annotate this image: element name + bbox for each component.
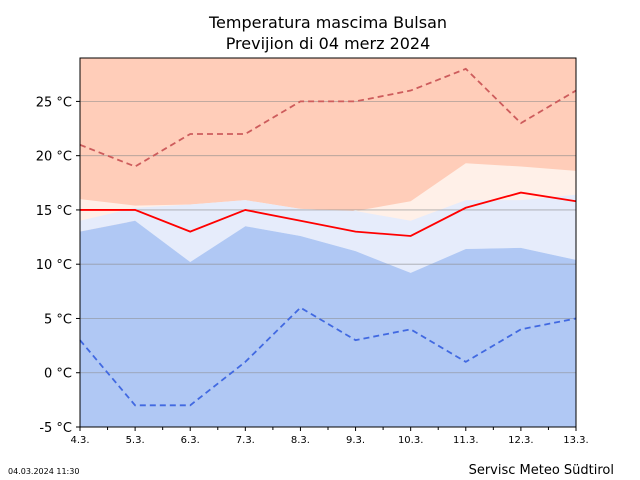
chart-title: Temperatura mascima Bulsan — [208, 13, 447, 32]
x-tick-label: 11.3. — [453, 435, 478, 446]
timestamp: 04.03.2024 11:30 — [8, 467, 80, 476]
x-tick-label: 10.3. — [398, 435, 423, 446]
x-tick-label: 9.3. — [346, 435, 365, 446]
band-cold-range — [80, 220, 576, 427]
series-record-high — [79, 67, 577, 168]
x-tick-label: 4.3. — [70, 435, 89, 446]
y-tick-label: -5 °C — [39, 421, 72, 436]
chart-subtitle: Previjion di 04 merz 2024 — [226, 34, 431, 53]
y-tick-label: 20 °C — [36, 150, 72, 165]
source-credit: Servisc Meteo Südtirol — [468, 463, 614, 478]
series-forecast — [80, 191, 577, 237]
y-tick-label: 5 °C — [44, 312, 72, 327]
x-tick-label: 8.3. — [291, 435, 310, 446]
y-tick-label: 25 °C — [36, 95, 72, 110]
x-tick-label: 6.3. — [181, 435, 200, 446]
x-tick-label: 12.3. — [508, 435, 533, 446]
series-record-low — [79, 306, 577, 407]
x-tick-label: 5.3. — [126, 435, 145, 446]
y-tick-label: 0 °C — [44, 367, 72, 382]
y-tick-label: 15 °C — [36, 204, 72, 219]
x-tick-label: 13.3. — [563, 435, 588, 446]
x-tick-label: 7.3. — [236, 435, 255, 446]
y-tick-label: 10 °C — [36, 258, 72, 273]
